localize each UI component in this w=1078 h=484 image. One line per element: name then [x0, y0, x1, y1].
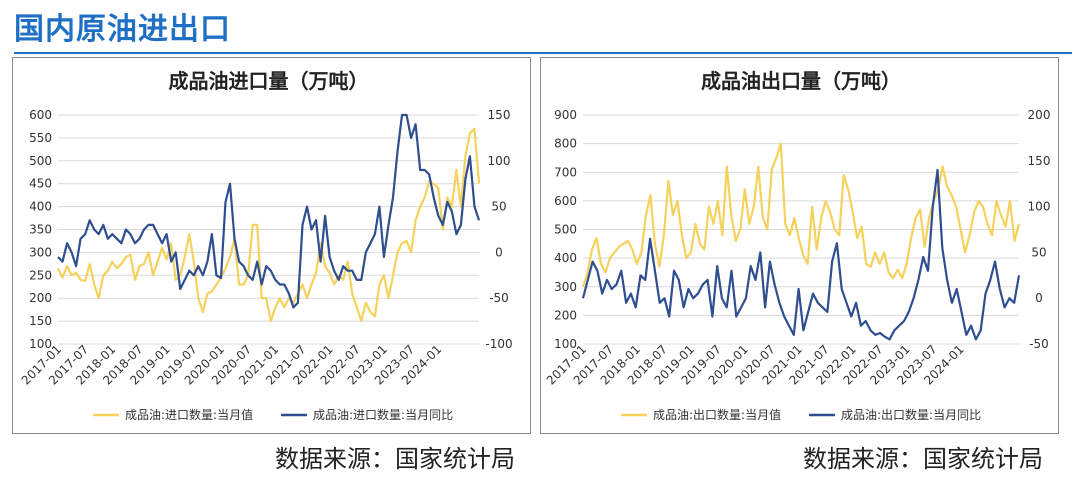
- chart-title: 成品油进口量（万吨）: [169, 69, 369, 93]
- series-line-monthly-value: [57, 127, 481, 323]
- chart-panel-exports: 成品油出口量（万吨） 900 800 700 600 500 400 300 200 100 200…: [540, 57, 1059, 434]
- right-axis-tick-label: 200: [1028, 108, 1051, 122]
- left-axis-tick-label: 400: [29, 200, 52, 214]
- right-axis-tick-label: -100: [485, 337, 512, 351]
- left-axis-tick-label: 200: [554, 308, 577, 322]
- left-axis-tick-label: 350: [29, 223, 52, 237]
- right-axis-tick-label: 100: [488, 154, 511, 168]
- title-divider: [14, 52, 1072, 54]
- chart-panel-imports: 成品油进口量（万吨） 600 550 500 450 400 350 300 250 200 150…: [12, 57, 531, 434]
- import-chart-svg: 成品油进口量（万吨）600550500450400350300250200150…: [19, 69, 513, 422]
- legend-label: 成品油:进口数量:当月同比: [313, 407, 453, 422]
- series-line-yoy: [581, 168, 1021, 341]
- legend-label: 成品油:出口数量:当月同比: [841, 407, 981, 422]
- chart-title: 成品油出口量（万吨）: [701, 69, 901, 93]
- legend-label: 成品油:进口数量:当月值: [125, 407, 253, 422]
- source-note-left: 数据来源：国家统计局: [275, 445, 515, 473]
- left-axis-tick-label: 700: [554, 165, 577, 179]
- right-axis-tick-label: -50: [489, 291, 509, 305]
- page-title: 国内原油进出口: [14, 12, 231, 47]
- left-axis-tick-label: 500: [29, 154, 52, 168]
- left-axis-tick-label: 100: [29, 337, 52, 351]
- left-axis-tick-label: 450: [29, 177, 52, 191]
- series-line-yoy: [57, 113, 481, 309]
- left-axis-tick-label: 150: [29, 314, 52, 328]
- legend-label: 成品油:出口数量:当月值: [653, 407, 781, 422]
- right-axis-tick-label: 50: [491, 200, 506, 214]
- left-axis-tick-label: 600: [29, 108, 52, 122]
- left-axis-tick-label: 600: [554, 194, 577, 208]
- right-axis-tick-label: 150: [488, 108, 511, 122]
- right-axis-tick-label: -50: [1029, 337, 1049, 351]
- right-axis-tick-label: 0: [1035, 291, 1043, 305]
- left-axis-tick-label: 900: [554, 108, 577, 122]
- export-chart-svg: 成品油出口量（万吨）900800700600500400300200100200…: [544, 69, 1051, 422]
- right-axis-tick-label: 100: [1028, 200, 1051, 214]
- series-line-monthly-value: [581, 142, 1021, 288]
- left-axis-tick-label: 250: [29, 268, 52, 282]
- left-axis-tick-label: 400: [554, 251, 577, 265]
- right-axis-tick-label: 50: [1031, 245, 1046, 259]
- left-axis-tick-label: 500: [554, 223, 577, 237]
- right-axis-tick-label: 0: [495, 245, 503, 259]
- left-axis-tick-label: 550: [29, 131, 52, 145]
- right-axis-tick-label: 150: [1028, 154, 1051, 168]
- left-axis-tick-label: 800: [554, 137, 577, 151]
- left-axis-tick-label: 100: [554, 337, 577, 351]
- left-axis-tick-label: 200: [29, 291, 52, 305]
- left-axis-tick-label: 300: [554, 280, 577, 294]
- source-note-right: 数据来源：国家统计局: [803, 445, 1043, 473]
- left-axis-tick-label: 300: [29, 245, 52, 259]
